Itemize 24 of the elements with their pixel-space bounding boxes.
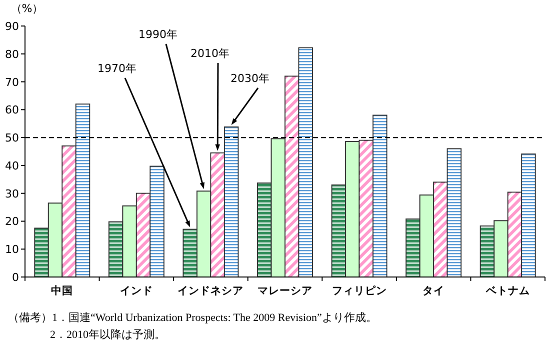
text: 2010年 (190, 47, 230, 60)
y-tick-label: 60 (5, 104, 19, 117)
y-axis-title: （%） (10, 2, 44, 15)
text: 2030年 (230, 72, 270, 85)
y-tick-label: 80 (5, 48, 19, 61)
x-tick-label: インドネシア (178, 285, 244, 297)
text: （備考）1．国連“World Urbanization Prospects: The 2009 Revision”より作成。 (8, 311, 377, 324)
x-tick-label: インド (120, 285, 153, 297)
y-tick-label: 10 (5, 243, 19, 256)
x-tick-label: 中国 (51, 284, 74, 297)
x-tick-label: フィリピン (332, 285, 387, 297)
y-tick-label: 30 (5, 187, 19, 200)
y-tick-label: 40 (5, 159, 19, 172)
text: 1990年 (138, 28, 178, 41)
y-tick-label: 0 (12, 271, 19, 284)
text: 1970年 (98, 62, 136, 75)
text: 2．2010年以降は予測。 (50, 328, 166, 341)
x-tick-label: マレーシア (258, 285, 312, 297)
y-tick-label: 70 (5, 76, 19, 89)
y-tick-label: 50 (5, 132, 19, 145)
y-tick-label: 90 (5, 20, 19, 33)
x-tick-label: タイ (422, 285, 445, 297)
y-tick-label: 20 (5, 215, 19, 228)
x-tick-label: ベトナム (484, 285, 530, 297)
